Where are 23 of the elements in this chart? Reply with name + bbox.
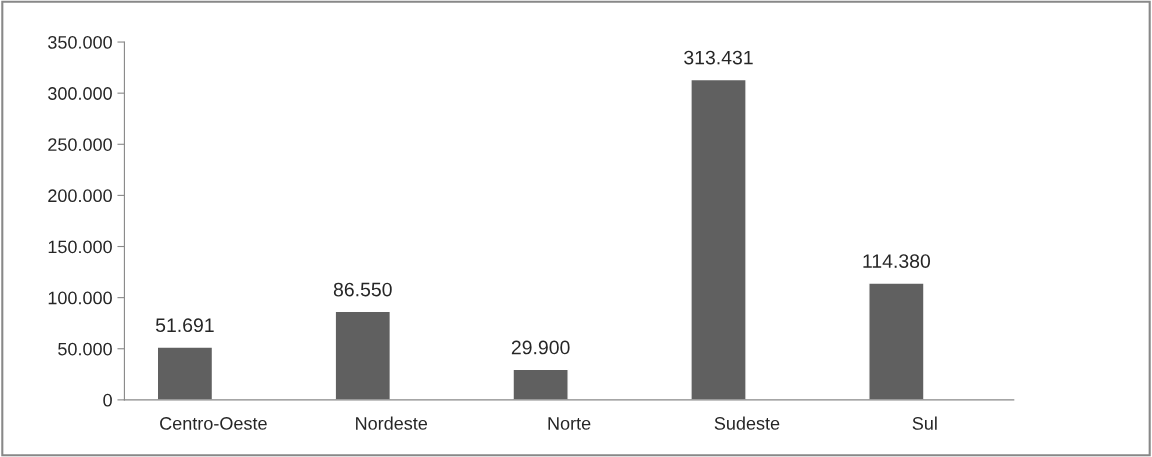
y-tick-label: 300.000 (48, 87, 112, 100)
bar (156, 346, 214, 400)
data-label: 114.380 (863, 254, 931, 268)
y-tick-label: 100.000 (48, 291, 112, 305)
data-label: 313.431 (684, 50, 753, 65)
data-label: 86.550 (333, 282, 392, 297)
y-tick-label: 200.000 (48, 189, 112, 203)
bar (512, 368, 569, 400)
data-label: 51.691 (155, 318, 214, 333)
y-tick-label: 0 (103, 393, 112, 407)
y-tick-label: 350.000 (48, 35, 112, 49)
data-label: 29.900 (511, 340, 570, 355)
y-tick-label: 150.000 (48, 240, 112, 254)
x-tick-label: Sul (912, 416, 937, 430)
y-tick-label: 50.000 (58, 342, 112, 356)
x-tick-label: Centro-Oeste (160, 417, 267, 430)
x-tick-label: Norte (548, 417, 591, 430)
x-tick-label: Sudeste (714, 416, 780, 430)
bar (334, 310, 392, 400)
y-tick-label: 250.000 (48, 138, 112, 151)
bar (868, 282, 925, 400)
bar (690, 78, 747, 400)
x-tick-label: Nordeste (356, 416, 428, 430)
